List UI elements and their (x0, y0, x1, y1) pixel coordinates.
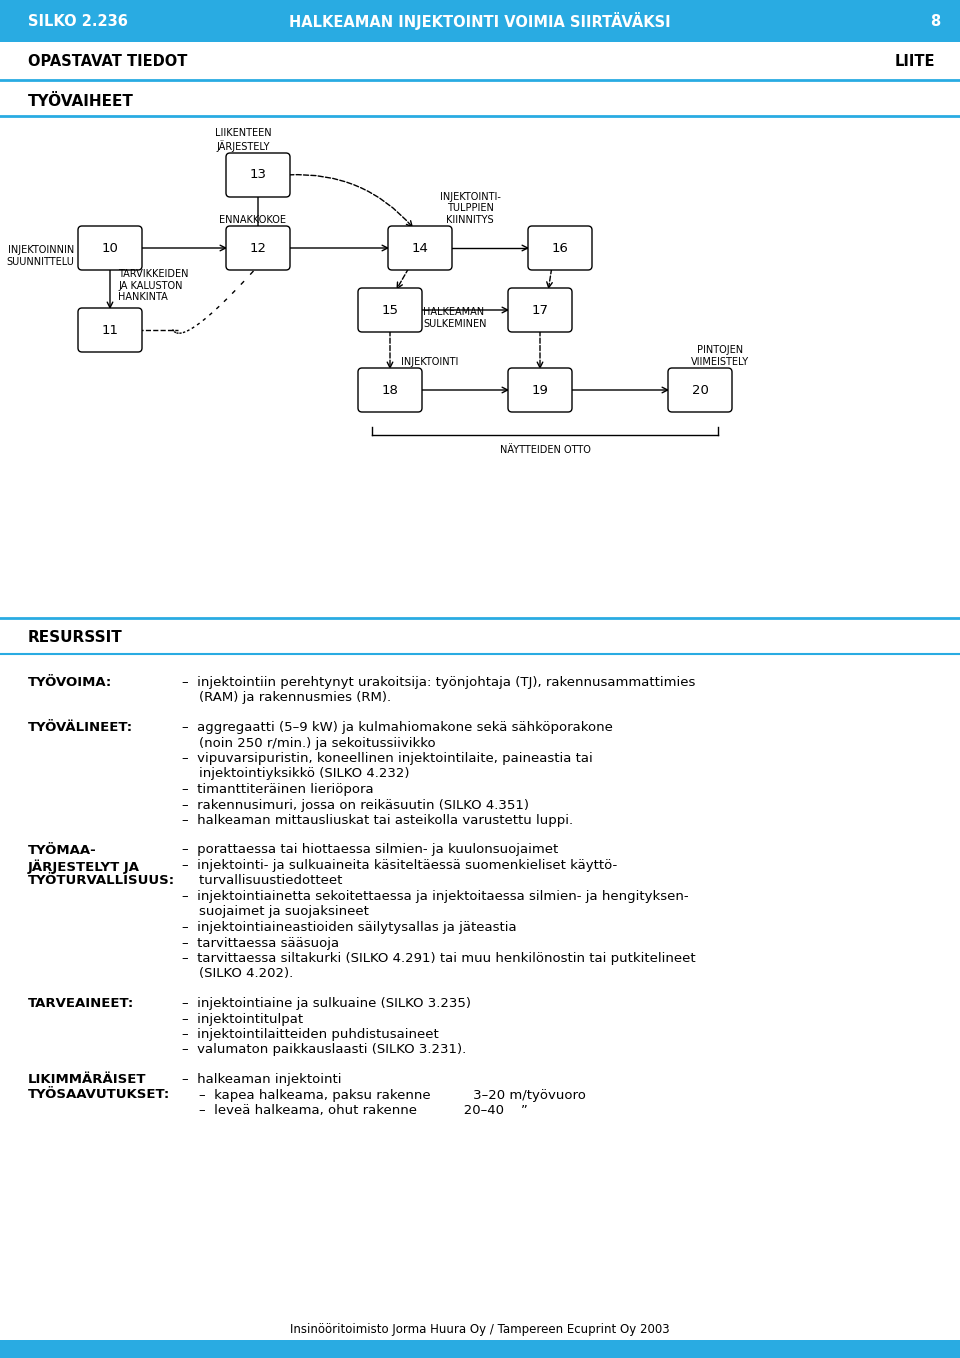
Text: 20: 20 (691, 383, 708, 397)
Bar (0, 1340, 960, 1358)
Text: (RAM) ja rakennusmies (RM).: (RAM) ja rakennusmies (RM). (182, 691, 391, 705)
Text: TARVIKKEIDEN
JA KALUSTON
HANKINTA: TARVIKKEIDEN JA KALUSTON HANKINTA (118, 269, 188, 303)
Text: LIIKENTEEN
JÄRJESTELY: LIIKENTEEN JÄRJESTELY (215, 128, 272, 152)
Text: TYÖVAIHEET: TYÖVAIHEET (28, 95, 133, 110)
Text: –  timanttiteräinen lieriöpora: – timanttiteräinen lieriöpora (182, 784, 373, 796)
Text: –  porattaessa tai hiottaessa silmien- ja kuulonsuojaimet: – porattaessa tai hiottaessa silmien- ja… (182, 843, 559, 857)
Text: RESURSSIT: RESURSSIT (28, 630, 123, 645)
Text: 12: 12 (250, 242, 267, 254)
Text: –  halkeaman injektointi: – halkeaman injektointi (182, 1073, 342, 1086)
Text: INJEKTOINTI: INJEKTOINTI (401, 357, 459, 367)
Text: HALKEAMAN INJEKTOINTI VOIMIA SIIRTÄVÄKSI: HALKEAMAN INJEKTOINTI VOIMIA SIIRTÄVÄKSI (289, 12, 671, 30)
Text: –  rakennusimuri, jossa on reikäsuutin (SILKO 4.351): – rakennusimuri, jossa on reikäsuutin (S… (182, 799, 529, 812)
FancyBboxPatch shape (78, 225, 142, 270)
FancyBboxPatch shape (226, 153, 290, 197)
FancyBboxPatch shape (358, 288, 422, 331)
Text: ENNAKKOKOE: ENNAKKOKOE (220, 215, 286, 225)
Text: TYÖVÄLINEET:: TYÖVÄLINEET: (28, 721, 133, 735)
Text: –  injektointi- ja sulkuaineita käsiteltäessä suomenkieliset käyttö-: – injektointi- ja sulkuaineita käsiteltä… (182, 860, 617, 872)
Text: LIKIMMÄRÄISET: LIKIMMÄRÄISET (28, 1073, 147, 1086)
Text: –  vipuvarsipuristin, koneellinen injektointilaite, paineastia tai: – vipuvarsipuristin, koneellinen injekto… (182, 752, 592, 765)
FancyBboxPatch shape (668, 368, 732, 411)
Text: OPASTAVAT TIEDOT: OPASTAVAT TIEDOT (28, 54, 187, 69)
Text: 16: 16 (552, 242, 568, 254)
Bar (0, 0, 960, 42)
FancyBboxPatch shape (226, 225, 290, 270)
FancyBboxPatch shape (358, 368, 422, 411)
Text: JÄRJESTELYT JA: JÄRJESTELYT JA (28, 860, 140, 873)
Text: injektointiyksikkö (SILKO 4.232): injektointiyksikkö (SILKO 4.232) (182, 767, 410, 781)
Text: –  injektointiaineastioiden säilytysallas ja jäteastia: – injektointiaineastioiden säilytysallas… (182, 921, 516, 934)
Text: TYÖMAA-: TYÖMAA- (28, 843, 97, 857)
Text: (SILKO 4.202).: (SILKO 4.202). (182, 967, 293, 980)
Text: 15: 15 (381, 303, 398, 316)
Text: –  injektointilaitteiden puhdistusaineet: – injektointilaitteiden puhdistusaineet (182, 1028, 439, 1042)
FancyBboxPatch shape (508, 368, 572, 411)
Text: LIITE: LIITE (895, 54, 935, 69)
Text: SILKO 2.236: SILKO 2.236 (28, 14, 128, 29)
Text: –  injektointiainetta sekoitettaessa ja injektoitaessa silmien- ja hengityksen-: – injektointiainetta sekoitettaessa ja i… (182, 889, 688, 903)
Text: –  injektointiaine ja sulkuaine (SILKO 3.235): – injektointiaine ja sulkuaine (SILKO 3.… (182, 997, 471, 1010)
Text: TYÖTURVALLISUUS:: TYÖTURVALLISUUS: (28, 875, 175, 888)
Text: PINTOJEN
VIIMEISTELY: PINTOJEN VIIMEISTELY (691, 345, 749, 367)
Text: –  injektointitulpat: – injektointitulpat (182, 1013, 303, 1025)
Text: turvallisuustiedotteet: turvallisuustiedotteet (182, 875, 343, 888)
Text: 11: 11 (102, 323, 118, 337)
Text: 18: 18 (381, 383, 398, 397)
Text: –  injektointiin perehtynyt urakoitsija: työnjohtaja (TJ), rakennusammattimies: – injektointiin perehtynyt urakoitsija: … (182, 676, 695, 689)
Text: 19: 19 (532, 383, 548, 397)
Text: TYÖVOIMA:: TYÖVOIMA: (28, 676, 112, 689)
Text: –  tarvittaessa sääsuoja: – tarvittaessa sääsuoja (182, 937, 339, 949)
Text: 17: 17 (532, 303, 548, 316)
Text: –  aggregaatti (5–9 kW) ja kulmahiomakone sekä sähköporakone: – aggregaatti (5–9 kW) ja kulmahiomakone… (182, 721, 612, 735)
FancyBboxPatch shape (78, 308, 142, 352)
Text: 10: 10 (102, 242, 118, 254)
Text: Insinööritoimisto Jorma Huura Oy / Tampereen Ecuprint Oy 2003: Insinööritoimisto Jorma Huura Oy / Tampe… (290, 1324, 670, 1336)
Text: suojaimet ja suojaksineet: suojaimet ja suojaksineet (182, 906, 369, 918)
Text: TARVEAINEET:: TARVEAINEET: (28, 997, 134, 1010)
Text: –  halkeaman mittausliuskat tai asteikolla varustettu luppi.: – halkeaman mittausliuskat tai asteikoll… (182, 813, 573, 827)
Text: NÄYTTEIDEN OTTO: NÄYTTEIDEN OTTO (499, 445, 590, 455)
FancyBboxPatch shape (528, 225, 592, 270)
Text: (noin 250 r/min.) ja sekoitussiivikko: (noin 250 r/min.) ja sekoitussiivikko (182, 736, 436, 750)
Text: –  kapea halkeama, paksu rakenne          3–20 m/työvuoro: – kapea halkeama, paksu rakenne 3–20 m/t… (182, 1089, 586, 1101)
FancyBboxPatch shape (508, 288, 572, 331)
Text: INJEKTOINNIN
SUUNNITTELU: INJEKTOINNIN SUUNNITTELU (6, 246, 74, 266)
Text: 14: 14 (412, 242, 428, 254)
Text: 8: 8 (929, 14, 940, 29)
Text: –  tarvittaessa siltakurki (SILKO 4.291) tai muu henkilönostin tai putkitelineet: – tarvittaessa siltakurki (SILKO 4.291) … (182, 952, 696, 966)
Text: –  valumaton paikkauslaasti (SILKO 3.231).: – valumaton paikkauslaasti (SILKO 3.231)… (182, 1043, 467, 1057)
Text: –  leveä halkeama, ohut rakenne           20–40    ”: – leveä halkeama, ohut rakenne 20–40 ” (182, 1104, 528, 1118)
FancyBboxPatch shape (388, 225, 452, 270)
Text: HALKEAMAN
SULKEMINEN: HALKEAMAN SULKEMINEN (423, 307, 487, 329)
Text: INJEKTOINTI-
TULPPIEN
KIINNITYS: INJEKTOINTI- TULPPIEN KIINNITYS (440, 191, 500, 225)
Text: TYÖSAAVUTUKSET:: TYÖSAAVUTUKSET: (28, 1089, 170, 1101)
Text: 13: 13 (250, 168, 267, 182)
